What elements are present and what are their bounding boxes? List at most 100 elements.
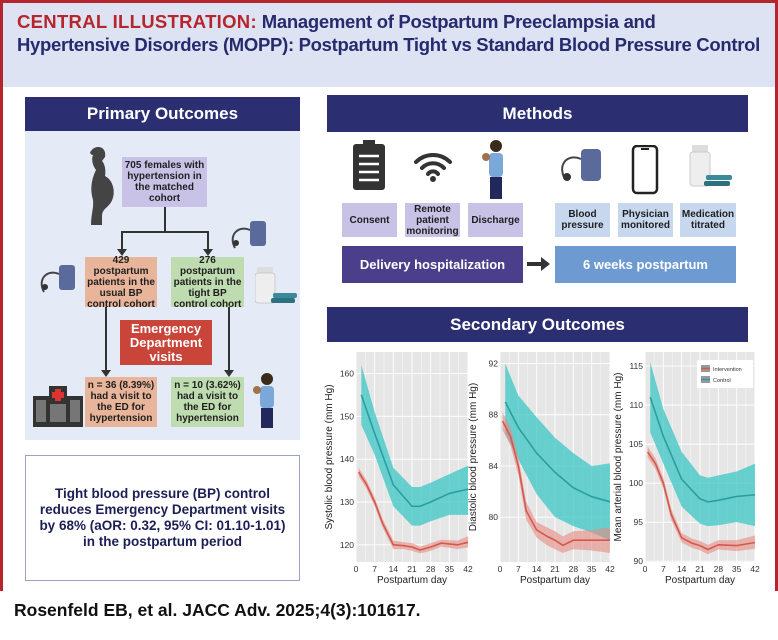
medication-bottle-icon	[689, 145, 732, 187]
step-blood-pressure: Blood pressure	[555, 203, 610, 237]
legend-label: Control	[713, 378, 731, 384]
arrow-down-icon	[101, 307, 111, 377]
series-line-intervention	[357, 471, 469, 551]
x-tick-label: 14	[389, 564, 399, 574]
legend: Intervention Control	[697, 360, 753, 388]
ed-visits-box: Emergency Department visits	[120, 320, 212, 365]
usual-cohort-box: 429 postpartum patients in the usual BP …	[85, 255, 157, 310]
confidence-band-intervention	[358, 467, 468, 554]
series-line-control	[649, 397, 756, 503]
x-tick-label: 14	[677, 564, 687, 574]
confidence-band-control	[505, 363, 610, 541]
y-tick-label: 84	[489, 461, 499, 471]
x-tick-label: 0	[643, 564, 648, 574]
y-tick-label: 140	[340, 454, 354, 464]
connector-line	[121, 231, 208, 233]
y-tick-label: 120	[340, 540, 354, 550]
chart-2: 80 84 88 92 0 7 14 21 28 35 42 Postpartum day Diasto…	[468, 352, 615, 586]
x-axis-label: Postpartum day	[520, 575, 590, 586]
tight-cohort-box: 276 postpartum patients in the tight BP …	[171, 255, 244, 310]
x-tick-label: 14	[532, 564, 542, 574]
legend-label: Intervention	[713, 367, 742, 373]
y-tick-label: 110	[629, 400, 643, 410]
smartphone-icon	[631, 145, 659, 195]
x-tick-label: 42	[605, 564, 615, 574]
x-tick-label: 21	[550, 564, 560, 574]
x-tick-label: 21	[695, 564, 705, 574]
step-medication-titrated: Medication titrated	[680, 203, 736, 237]
y-tick-label: 105	[629, 439, 643, 449]
confidence-band-intervention	[647, 446, 755, 555]
tight-result-box: n = 10 (3.62%) had a visit to the ED for…	[171, 377, 244, 427]
y-axis-label: Diastolic blood pressure (mm Hg)	[468, 383, 479, 531]
usual-result-box: n = 36 (8.39%) had a visit to the ED for…	[85, 377, 157, 427]
arrow-down-icon	[203, 231, 213, 256]
pregnant-woman-icon	[90, 147, 114, 225]
x-axis-label: Postpartum day	[665, 575, 735, 586]
phase-postpartum: 6 weeks postpartum	[555, 246, 736, 283]
hospital-icon	[33, 386, 83, 427]
step-discharge: Discharge	[468, 203, 523, 237]
y-axis-label: Systolic blood pressure (mm Hg)	[324, 384, 335, 529]
confidence-band-control	[361, 364, 468, 526]
series-line-intervention	[646, 451, 756, 551]
x-tick-label: 42	[750, 564, 760, 574]
y-tick-label: 150	[340, 411, 354, 421]
y-tick-label: 95	[634, 517, 644, 527]
methods-header: Methods	[327, 95, 748, 132]
x-tick-label: 21	[407, 564, 417, 574]
series-line-intervention	[501, 420, 610, 547]
y-tick-label: 115	[629, 361, 643, 371]
connector-line	[164, 207, 166, 231]
y-tick-label: 130	[340, 497, 354, 507]
series-line-control	[504, 401, 611, 503]
medication-bottle-icon	[255, 267, 297, 304]
x-tick-label: 28	[714, 564, 724, 574]
x-tick-label: 0	[498, 564, 503, 574]
step-remote-monitoring: Remote patient monitoring	[405, 203, 460, 237]
mother-baby-icon	[482, 140, 503, 199]
page-title: CENTRAL ILLUSTRATION: Management of Post…	[3, 3, 775, 87]
x-tick-label: 28	[426, 564, 436, 574]
x-tick-label: 28	[569, 564, 579, 574]
bp-cuff-icon	[40, 265, 75, 293]
summary-box: Tight blood pressure (BP) control reduce…	[25, 455, 300, 581]
step-consent: Consent	[342, 203, 397, 237]
x-tick-label: 0	[354, 564, 359, 574]
primary-outcomes-panel: 705 females with hypertension in the mat…	[25, 131, 300, 440]
phase-delivery: Delivery hospitalization	[342, 246, 523, 283]
x-tick-label: 35	[732, 564, 742, 574]
arrow-right-icon	[527, 257, 550, 271]
wifi-icon	[414, 152, 452, 182]
illustration-frame	[0, 0, 778, 591]
x-tick-label: 7	[372, 564, 377, 574]
mother-baby-icon	[253, 373, 274, 428]
primary-outcomes-header: Primary Outcomes	[25, 97, 300, 131]
y-tick-label: 92	[489, 359, 499, 369]
secondary-outcomes-header: Secondary Outcomes	[327, 307, 748, 342]
y-tick-label: 100	[629, 478, 643, 488]
chart-1: 120 130 140 150 160 0 7 14 21 28 35 42 Postpartum da…	[324, 352, 473, 586]
y-tick-label: 90	[634, 556, 644, 566]
y-axis-label: Mean arterial blood pressure (mm Hg)	[613, 373, 624, 542]
step-physician-monitored: Physician monitored	[618, 203, 673, 237]
x-tick-label: 35	[445, 564, 455, 574]
series-line-control	[360, 394, 469, 508]
x-tick-label: 7	[661, 564, 666, 574]
citation: Rosenfeld EB, et al. JACC Adv. 2025;4(3)…	[14, 600, 421, 620]
x-tick-label: 35	[587, 564, 597, 574]
cohort-box: 705 females with hypertension in the mat…	[122, 157, 207, 207]
x-tick-label: 7	[516, 564, 521, 574]
bp-cuff-icon	[231, 221, 266, 249]
y-tick-label: 80	[489, 512, 499, 522]
bp-cuff-icon	[561, 149, 601, 181]
y-tick-label: 88	[489, 410, 499, 420]
chart-3: 90 95 100 105 110 115 0 7 14 21 28 35 42 Postpartum d…	[613, 352, 760, 586]
x-axis-label: Postpartum day	[377, 575, 447, 586]
arrow-down-icon	[117, 231, 127, 256]
x-tick-label: 42	[463, 564, 473, 574]
clipboard-icon	[353, 140, 385, 190]
confidence-band-control	[650, 362, 755, 527]
arrow-down-icon	[224, 307, 234, 377]
